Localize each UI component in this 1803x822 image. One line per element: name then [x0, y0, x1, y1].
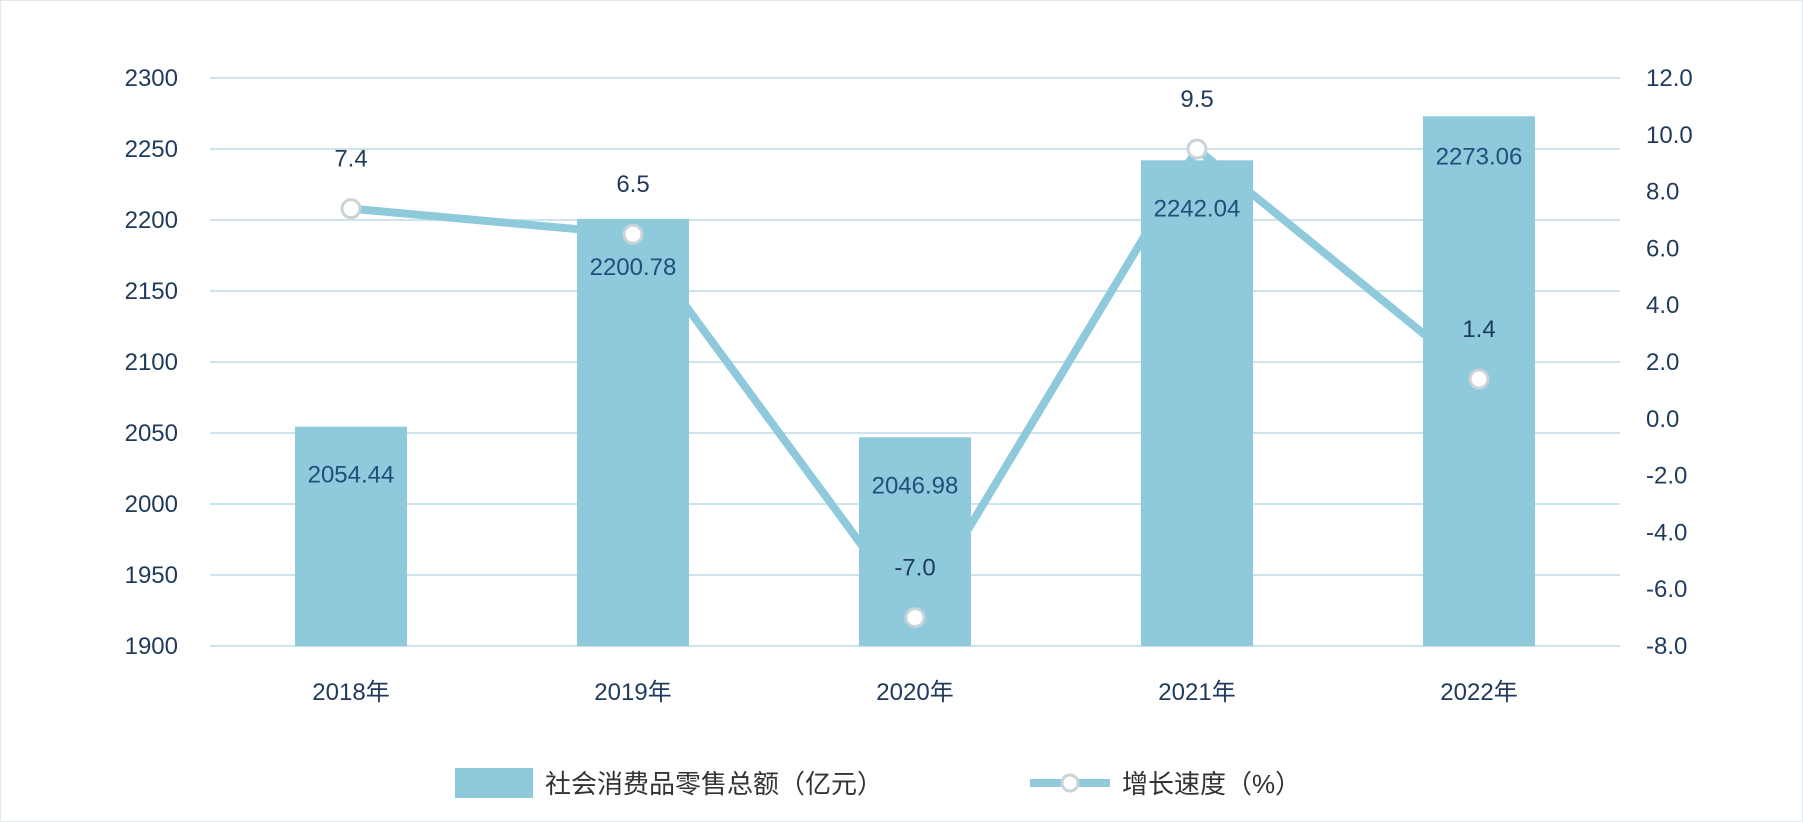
right-axis-tick-label: -8.0	[1646, 633, 1687, 660]
bar-data-label: 2242.04	[1154, 195, 1241, 222]
growth-point	[1468, 368, 1490, 390]
left-axis-tick-label: 1950	[125, 562, 178, 589]
growth-point	[622, 223, 644, 245]
left-axis-tick-label: 2000	[125, 491, 178, 518]
right-axis-tick-label: 8.0	[1646, 179, 1679, 206]
left-axis-ticks: 1900 1950 2000 2050 2100 2150 2200 2250 2300	[125, 65, 178, 660]
grid-lines	[210, 77, 1620, 647]
left-axis-tick-label: 2150	[125, 278, 178, 305]
line-data-label: 6.5	[616, 171, 649, 198]
growth-point	[904, 607, 926, 629]
line-data-label: 7.4	[334, 146, 367, 173]
bar-series	[295, 116, 1535, 646]
right-axis-tick-label: 10.0	[1646, 122, 1693, 149]
category-label: 2022年	[1440, 679, 1517, 706]
category-label: 2018年	[312, 679, 389, 706]
left-axis-tick-label: 2050	[125, 420, 178, 447]
line-data-label: 1.4	[1462, 316, 1495, 343]
left-axis-tick-label: 2100	[125, 349, 178, 376]
line-series	[340, 138, 1490, 629]
category-label: 2021年	[1158, 679, 1235, 706]
line-data-label: -7.0	[894, 555, 935, 582]
category-labels: 2018年 2019年 2020年 2021年 2022年	[312, 679, 1517, 706]
right-axis-tick-label: 12.0	[1646, 65, 1693, 92]
line-data-label: 9.5	[1180, 86, 1213, 113]
right-axis-ticks: -8.0 -6.0 -4.0 -2.0 0.0 2.0 4.0 6.0 8.0 10.0 12.0	[1646, 65, 1693, 660]
right-axis-tick-label: 2.0	[1646, 349, 1679, 376]
legend-line-marker	[1060, 773, 1080, 793]
legend-bar-swatch	[455, 768, 533, 798]
line-data-labels: 7.4 6.5 -7.0 9.5 1.4	[334, 86, 1495, 582]
left-axis-tick-label: 1900	[125, 633, 178, 660]
left-axis-tick-label: 2300	[125, 65, 178, 92]
right-axis-tick-label: -4.0	[1646, 519, 1687, 546]
right-axis-tick-label: -6.0	[1646, 576, 1687, 603]
right-axis-tick-label: 0.0	[1646, 406, 1679, 433]
category-label: 2019年	[594, 679, 671, 706]
category-label: 2020年	[876, 679, 953, 706]
legend: 社会消费品零售总额（亿元） 增长速度（%）	[455, 768, 1301, 799]
left-axis-tick-label: 2200	[125, 207, 178, 234]
left-axis-tick-label: 2250	[125, 136, 178, 163]
growth-point	[340, 198, 362, 220]
right-axis-tick-label: 4.0	[1646, 292, 1679, 319]
bar-data-label: 2200.78	[590, 254, 677, 281]
bar	[295, 426, 407, 646]
bar	[1141, 160, 1253, 646]
bar-data-label: 2054.44	[308, 462, 395, 489]
right-axis-tick-label: -2.0	[1646, 463, 1687, 490]
right-axis-tick-label: 6.0	[1646, 235, 1679, 262]
bar-data-label: 2046.98	[872, 472, 959, 499]
legend-line-label: 增长速度（%）	[1122, 769, 1301, 799]
bar-data-label: 2273.06	[1436, 143, 1523, 170]
growth-point	[1186, 138, 1208, 160]
bar-data-labels: 2054.44 2200.78 2046.98 2242.04 2273.06	[308, 143, 1523, 499]
legend-bar-label: 社会消费品零售总额（亿元）	[545, 769, 883, 799]
